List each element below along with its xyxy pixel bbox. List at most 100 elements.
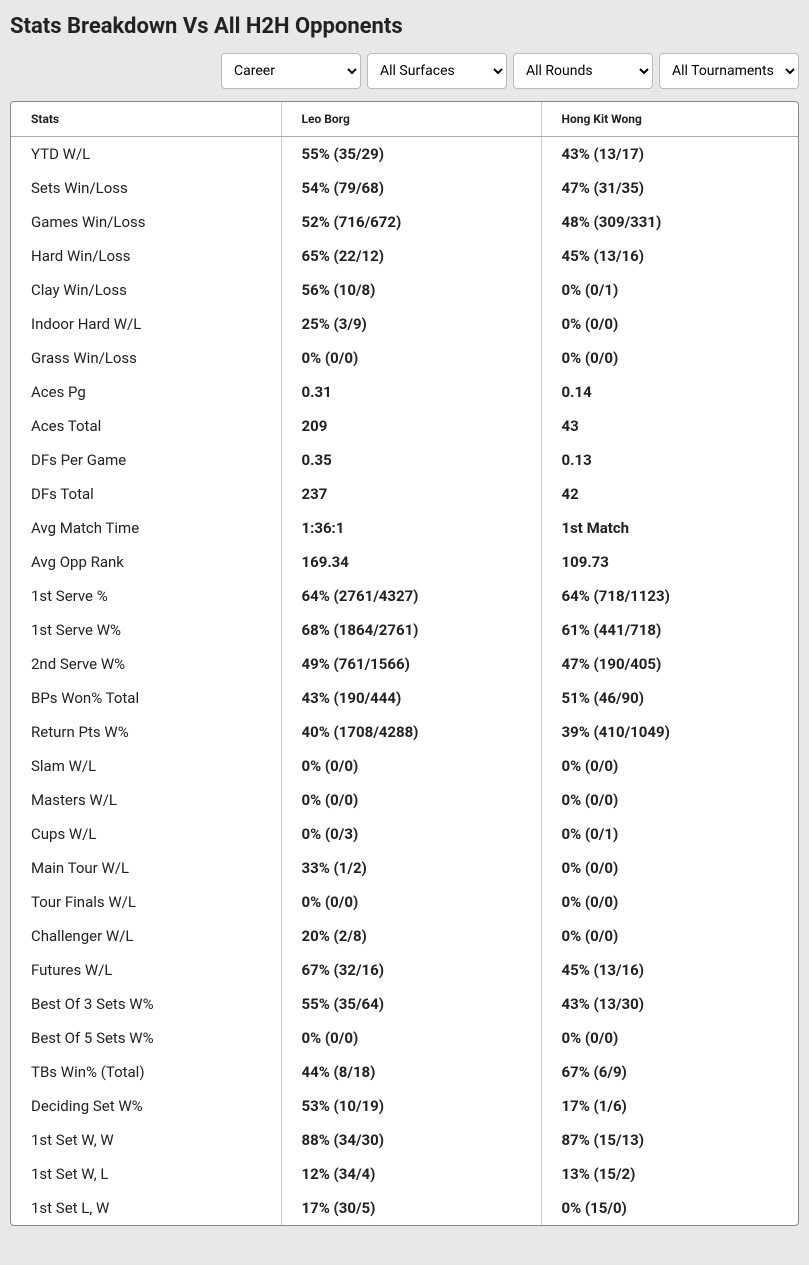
stat-label: BPs Won% Total: [11, 681, 281, 715]
stat-value-player1: 169.34: [281, 545, 541, 579]
stat-value-player2: 0% (0/0): [541, 885, 798, 919]
stat-value-player1: 12% (34/4): [281, 1157, 541, 1191]
col-header-player1: Leo Borg: [281, 102, 541, 137]
table-row: Return Pts W%40% (1708/4288)39% (410/104…: [11, 715, 798, 749]
table-row: 1st Set W, W88% (34/30)87% (15/13): [11, 1123, 798, 1157]
stat-value-player1: 0.31: [281, 375, 541, 409]
stat-label: Tour Finals W/L: [11, 885, 281, 919]
stat-label: Sets Win/Loss: [11, 171, 281, 205]
table-row: TBs Win% (Total)44% (8/18)67% (6/9): [11, 1055, 798, 1089]
stat-value-player2: 0% (0/0): [541, 307, 798, 341]
table-row: Cups W/L0% (0/3)0% (0/1): [11, 817, 798, 851]
stat-value-player1: 237: [281, 477, 541, 511]
stat-value-player2: 0% (0/1): [541, 817, 798, 851]
filter-surfaces[interactable]: All Surfaces: [367, 53, 507, 89]
filter-career[interactable]: Career: [221, 53, 361, 89]
stat-value-player2: 45% (13/16): [541, 239, 798, 273]
stat-value-player1: 65% (22/12): [281, 239, 541, 273]
stat-label: 1st Set W, W: [11, 1123, 281, 1157]
table-row: Slam W/L0% (0/0)0% (0/0): [11, 749, 798, 783]
stat-value-player1: 54% (79/68): [281, 171, 541, 205]
stat-value-player1: 56% (10/8): [281, 273, 541, 307]
table-row: Games Win/Loss52% (716/672)48% (309/331): [11, 205, 798, 239]
table-row: Clay Win/Loss56% (10/8)0% (0/1): [11, 273, 798, 307]
stat-value-player2: 47% (31/35): [541, 171, 798, 205]
stat-value-player1: 43% (190/444): [281, 681, 541, 715]
table-row: Main Tour W/L33% (1/2)0% (0/0): [11, 851, 798, 885]
stat-label: Games Win/Loss: [11, 205, 281, 239]
table-row: Tour Finals W/L0% (0/0)0% (0/0): [11, 885, 798, 919]
stat-value-player2: 43% (13/30): [541, 987, 798, 1021]
stat-value-player2: 43% (13/17): [541, 137, 798, 172]
stat-value-player1: 1:36:1: [281, 511, 541, 545]
table-row: Best Of 5 Sets W%0% (0/0)0% (0/0): [11, 1021, 798, 1055]
stat-value-player2: 0% (0/0): [541, 1021, 798, 1055]
stat-label: Futures W/L: [11, 953, 281, 987]
stat-value-player1: 17% (30/5): [281, 1191, 541, 1225]
stat-value-player2: 51% (46/90): [541, 681, 798, 715]
stat-value-player2: 64% (718/1123): [541, 579, 798, 613]
stat-label: DFs Per Game: [11, 443, 281, 477]
stat-label: Hard Win/Loss: [11, 239, 281, 273]
stats-table: Stats Leo Borg Hong Kit Wong YTD W/L55% …: [11, 102, 798, 1225]
table-row: Aces Total20943: [11, 409, 798, 443]
stat-value-player1: 0% (0/0): [281, 885, 541, 919]
stat-label: Aces Total: [11, 409, 281, 443]
filters-row: Career All Surfaces All Rounds All Tourn…: [10, 53, 799, 89]
stat-value-player1: 44% (8/18): [281, 1055, 541, 1089]
stat-label: Avg Match Time: [11, 511, 281, 545]
table-row: YTD W/L55% (35/29)43% (13/17): [11, 137, 798, 172]
stat-label: Indoor Hard W/L: [11, 307, 281, 341]
table-row: Deciding Set W%53% (10/19)17% (1/6): [11, 1089, 798, 1123]
stat-value-player2: 0% (0/0): [541, 341, 798, 375]
stat-value-player1: 55% (35/29): [281, 137, 541, 172]
stat-value-player1: 0% (0/3): [281, 817, 541, 851]
stat-value-player2: 0% (15/0): [541, 1191, 798, 1225]
stats-table-container: Stats Leo Borg Hong Kit Wong YTD W/L55% …: [10, 101, 799, 1226]
stat-value-player2: 17% (1/6): [541, 1089, 798, 1123]
table-header-row: Stats Leo Borg Hong Kit Wong: [11, 102, 798, 137]
stat-label: Masters W/L: [11, 783, 281, 817]
stat-label: Cups W/L: [11, 817, 281, 851]
table-row: DFs Per Game0.350.13: [11, 443, 798, 477]
stat-value-player1: 68% (1864/2761): [281, 613, 541, 647]
stat-label: Best Of 5 Sets W%: [11, 1021, 281, 1055]
stat-value-player2: 13% (15/2): [541, 1157, 798, 1191]
stat-label: Grass Win/Loss: [11, 341, 281, 375]
stat-value-player2: 61% (441/718): [541, 613, 798, 647]
stat-label: Best Of 3 Sets W%: [11, 987, 281, 1021]
stat-label: 1st Set W, L: [11, 1157, 281, 1191]
stat-value-player1: 0.35: [281, 443, 541, 477]
table-row: DFs Total23742: [11, 477, 798, 511]
table-row: Sets Win/Loss54% (79/68)47% (31/35): [11, 171, 798, 205]
stat-value-player1: 20% (2/8): [281, 919, 541, 953]
stat-value-player2: 45% (13/16): [541, 953, 798, 987]
stat-value-player1: 209: [281, 409, 541, 443]
stat-value-player2: 47% (190/405): [541, 647, 798, 681]
stat-value-player2: 0% (0/0): [541, 749, 798, 783]
stat-value-player1: 0% (0/0): [281, 341, 541, 375]
stat-value-player2: 1st Match: [541, 511, 798, 545]
table-row: Indoor Hard W/L25% (3/9)0% (0/0): [11, 307, 798, 341]
table-row: BPs Won% Total43% (190/444)51% (46/90): [11, 681, 798, 715]
stat-value-player1: 55% (35/64): [281, 987, 541, 1021]
stat-label: Clay Win/Loss: [11, 273, 281, 307]
table-row: Best Of 3 Sets W%55% (35/64)43% (13/30): [11, 987, 798, 1021]
col-header-stats: Stats: [11, 102, 281, 137]
stat-label: 1st Serve %: [11, 579, 281, 613]
filter-rounds[interactable]: All Rounds: [513, 53, 653, 89]
stat-value-player2: 0% (0/1): [541, 273, 798, 307]
stat-value-player2: 109.73: [541, 545, 798, 579]
stat-label: TBs Win% (Total): [11, 1055, 281, 1089]
table-row: Aces Pg0.310.14: [11, 375, 798, 409]
stat-label: Slam W/L: [11, 749, 281, 783]
filter-tournaments[interactable]: All Tournaments: [659, 53, 799, 89]
table-row: 2nd Serve W%49% (761/1566)47% (190/405): [11, 647, 798, 681]
stat-label: DFs Total: [11, 477, 281, 511]
stat-label: 1st Serve W%: [11, 613, 281, 647]
stat-value-player2: 0.13: [541, 443, 798, 477]
stat-value-player2: 0% (0/0): [541, 919, 798, 953]
table-row: Grass Win/Loss0% (0/0)0% (0/0): [11, 341, 798, 375]
table-row: 1st Set L, W17% (30/5)0% (15/0): [11, 1191, 798, 1225]
stat-label: Main Tour W/L: [11, 851, 281, 885]
